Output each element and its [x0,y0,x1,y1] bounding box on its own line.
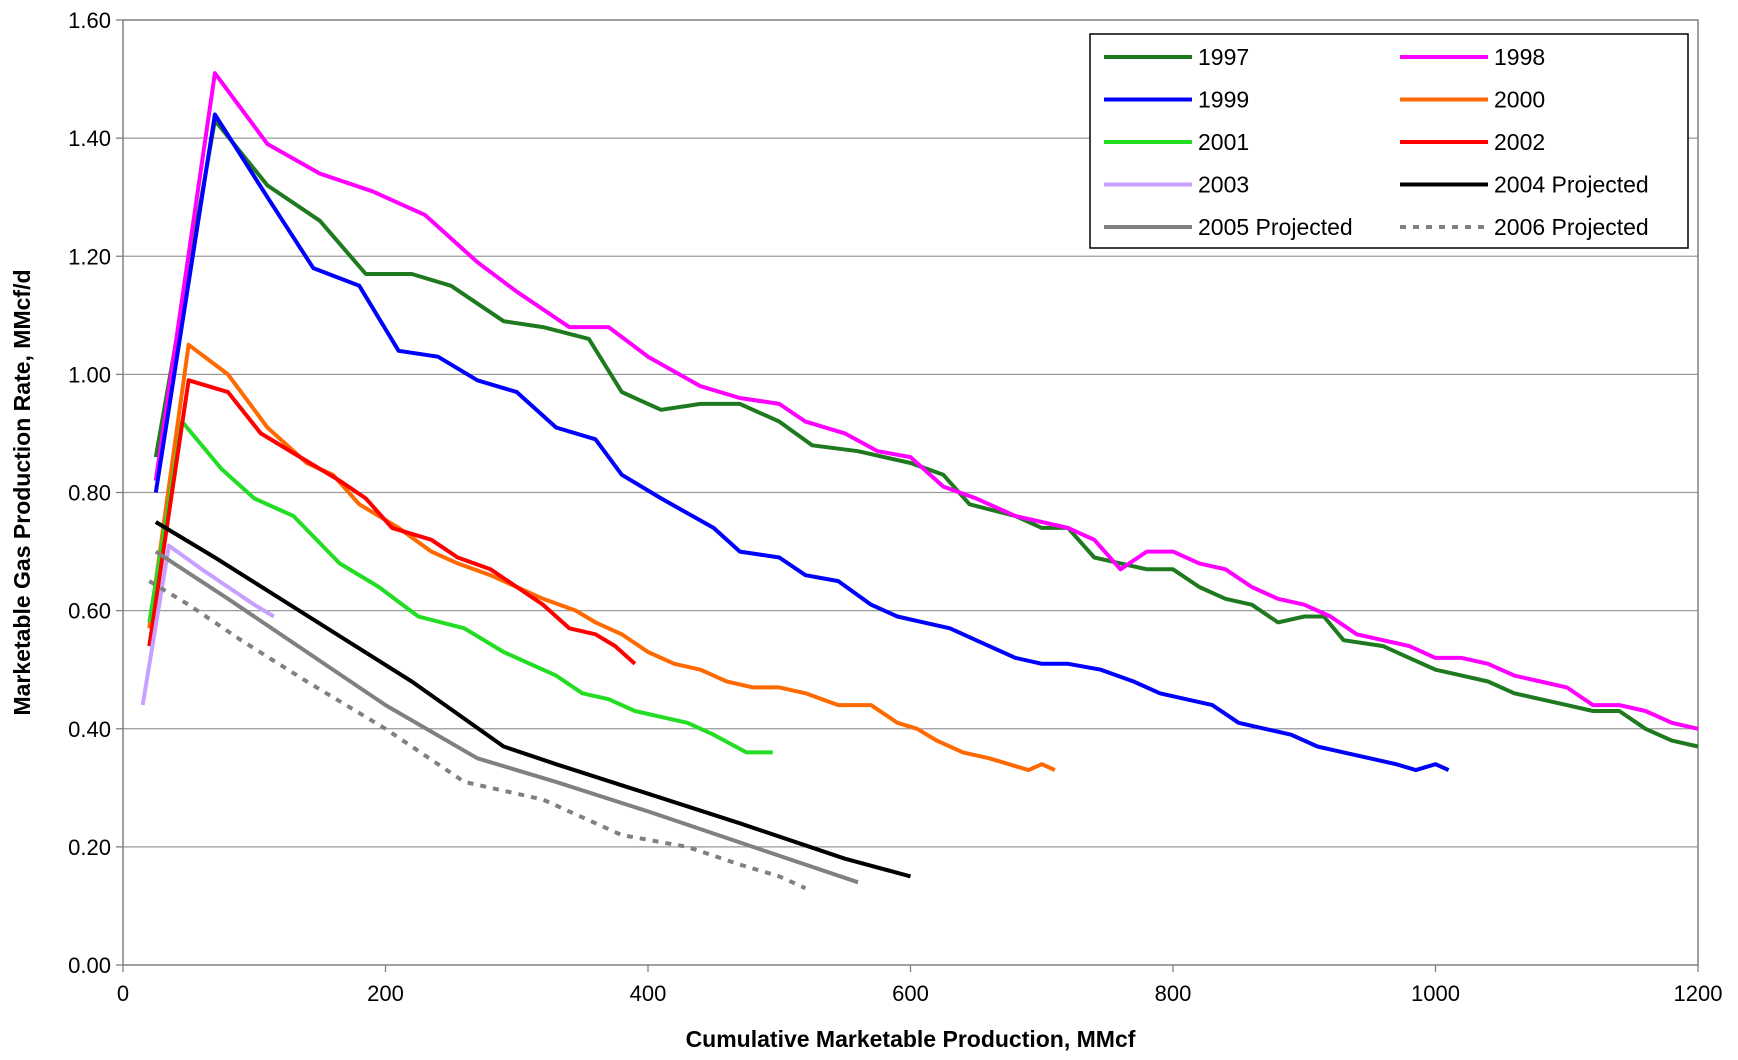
x-tick-label: 0 [117,981,129,1006]
axis-layer: 0.00 0.20 0.40 0.60 0.80 1.00 1.20 1.40 1.60 0 200… [68,8,1722,1006]
x-axis-title: Cumulative Marketable Production, MMcf [686,1026,1136,1052]
x-tick-label: 800 [1155,981,1192,1006]
series-line-2000 [147,342,1056,773]
x-tick-label: 600 [892,981,929,1006]
legend-label: 2001 [1198,129,1249,155]
legend-label: 2002 [1494,129,1545,155]
series-line-2005-projected [154,549,859,885]
series-line-1999 [153,112,1450,773]
series-line-2001 [147,419,773,755]
y-tick-label: 1.40 [68,126,111,151]
y-tick-label: 0.60 [68,599,111,624]
legend-label: 1999 [1198,87,1249,113]
y-tick-label: 0.00 [68,953,111,978]
y-tick-label: 0.80 [68,481,111,506]
series-line-2003 [140,543,275,706]
legend-label: 2000 [1494,87,1545,113]
y-tick-label: 1.20 [68,244,111,269]
y-tick-label: 0.20 [68,835,111,860]
legend-label: 2003 [1198,172,1249,198]
y-tick-label: 1.60 [68,8,111,33]
legend-label: 2005 Projected [1198,214,1353,240]
legend-label: 1997 [1198,44,1249,70]
y-tick-label: 1.00 [68,362,111,387]
y-axis-title: Marketable Gas Production Rate, MMcf/d [9,269,35,715]
x-tick-label: 200 [367,981,404,1006]
x-tick-label: 1000 [1411,981,1460,1006]
series-layer [140,71,1699,891]
series-line-2004-projected [154,520,912,879]
legend-label: 1998 [1494,44,1545,70]
series-line-2006-projected [148,579,807,891]
legend-label: 2004 Projected [1494,172,1649,198]
x-tick-label: 400 [630,981,667,1006]
series-line-2002 [147,378,637,666]
x-tick-label: 1200 [1674,981,1723,1006]
series-line-1997 [153,118,1699,749]
legend-label: 2006 Projected [1494,214,1649,240]
series-line-1998 [153,71,1699,731]
y-tick-label: 0.40 [68,717,111,742]
legend: 1997 1998 1999 2000 2001 2002 2003 2004 Project… [1089,33,1689,249]
